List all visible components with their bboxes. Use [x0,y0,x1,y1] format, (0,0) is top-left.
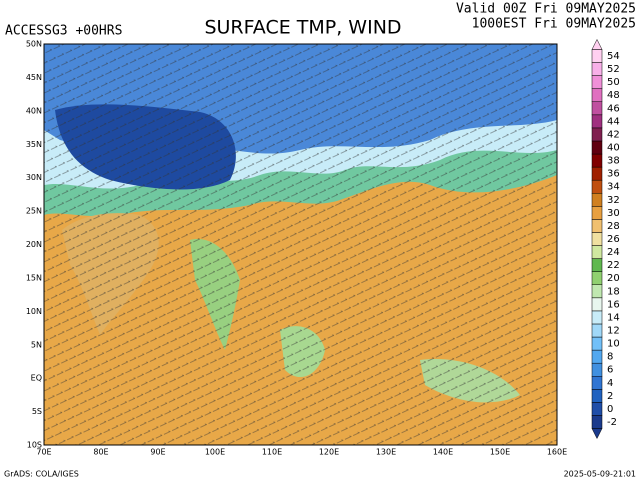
colorbar-label: 8 [607,352,613,363]
colorbar-swatch [591,62,603,76]
lon-label: 120E [319,448,339,457]
colorbar-swatch [591,193,603,207]
lat-label: 25N [26,207,42,216]
colorbar-label: 44 [607,116,620,127]
colorbar-swatch [591,101,603,116]
colorbar-label: 16 [607,299,620,310]
lat-label: 5S [32,407,42,416]
lon-label: 150E [490,448,510,457]
lat-label: 10S [27,441,42,450]
colorbar-label: 2 [607,391,613,402]
colorbar-swatch [591,310,603,325]
colorbar-label: 54 [607,51,620,62]
lon-label: 160E [547,448,567,457]
colorbar-label: 50 [607,77,620,88]
wind-vectors [44,44,557,445]
colorbar-swatch [591,219,603,233]
colorbar-label: 32 [607,195,620,206]
colorbar-swatch [591,284,603,299]
colorbar-label: -2 [607,417,617,428]
colorbar-label: 10 [607,339,620,350]
colorbar-swatch [591,349,603,364]
colorbar-swatch [591,271,603,285]
map-title: SURFACE TMP, WIND [204,17,401,39]
colorbar-label: 46 [607,103,620,114]
colorbar-swatch [591,140,603,155]
colorbar-label: 22 [607,260,620,271]
colorbar-swatch [591,245,603,259]
colorbar-swatch [591,232,603,246]
lat-label: 20N [26,240,42,249]
lat-label: 45N [26,73,42,82]
colorbar-label: 34 [607,182,620,193]
colorbar-swatch [591,166,603,181]
colorbar-label: 52 [607,64,620,75]
colorbar-swatch [591,297,603,312]
colorbar-label: 18 [607,286,620,297]
lon-label: 70E [36,448,51,457]
colorbar-label: 0 [607,404,613,415]
colorbar-swatch [591,389,603,403]
footer-left: GrADS: COLA/IGES [4,470,79,479]
lat-label: 35N [26,140,42,149]
map-frame [43,43,558,446]
colorbar-swatch [591,127,603,142]
colorbar-swatch [591,49,603,63]
colorbar-swatch [591,88,603,103]
lat-label: 30N [26,173,42,182]
colorbar-label: 12 [607,326,620,337]
colorbar-swatch [591,153,603,168]
lat-label: 15N [26,273,42,282]
colorbar-label: 26 [607,234,620,245]
colorbar-arrow-top [591,38,603,50]
colorbar-swatch [591,206,603,220]
colorbar-label: 40 [607,143,620,154]
colorbar-arrow-bottom [591,428,603,440]
colorbar-label: 38 [607,156,620,167]
colorbar-label: 30 [607,208,620,219]
lon-label: 90E [150,448,165,457]
colorbar-swatch [591,362,603,377]
colorbar-label: 36 [607,169,620,180]
map-field [43,43,558,446]
lat-label: 40N [26,106,42,115]
lat-label: 10N [26,307,42,316]
valid-time: Valid 00Z Fri 09MAY2025 [456,2,636,17]
lon-label: 80E [93,448,108,457]
local-time: 1000EST Fri 09MAY2025 [472,17,636,32]
colorbar-swatch [591,323,603,338]
colorbar-swatch [591,376,603,390]
colorbar-label: 4 [607,378,613,389]
colorbar-swatch [591,258,603,272]
lon-label: 130E [376,448,396,457]
lat-label: EQ [31,374,42,383]
colorbar-label: 20 [607,273,620,284]
footer-right: 2025-05-09-21:01 [564,470,636,479]
colorbar-label: 28 [607,221,620,232]
colorbar-label: 24 [607,247,620,258]
lat-label: 5N [31,340,42,349]
lat-label: 50N [26,40,42,49]
colorbar-swatch [591,75,603,89]
colorbar-label: 14 [607,312,620,323]
colorbar-swatch [591,114,603,129]
colorbar-swatch [591,336,603,351]
colorbar-swatch [591,402,603,416]
lon-label: 110E [262,448,282,457]
model-label: ACCESSG3 +00HRS [5,24,122,39]
lon-label: 100E [205,448,225,457]
colorbar-label: 6 [607,365,613,376]
lon-label: 140E [433,448,453,457]
colorbar-swatch [591,179,603,194]
colorbar-swatch [591,415,603,429]
colorbar-label: 42 [607,129,620,140]
colorbar-label: 48 [607,90,620,101]
